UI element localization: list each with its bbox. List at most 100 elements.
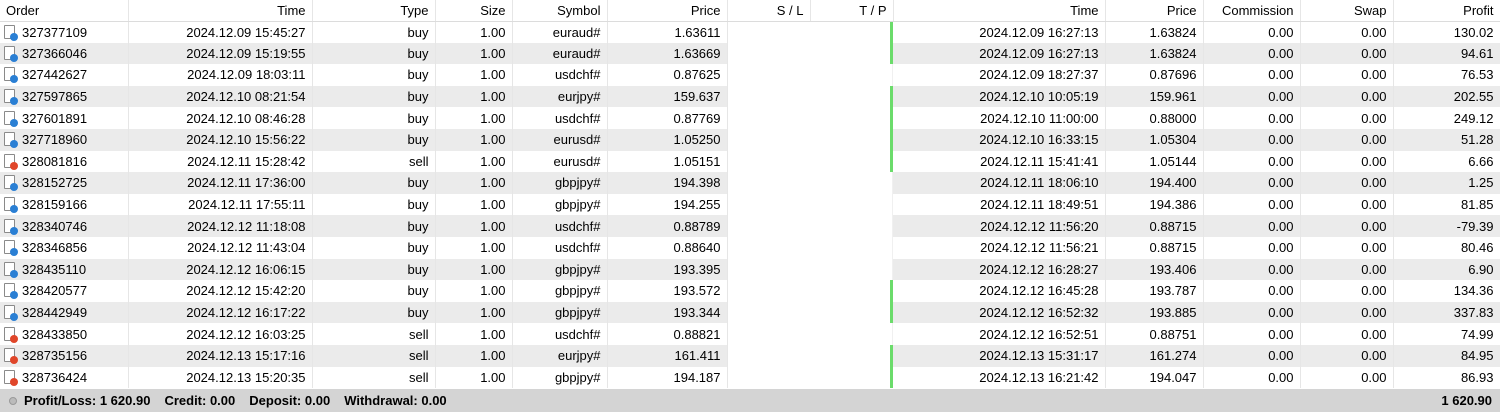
buy-order-icon (4, 305, 18, 322)
cell-profit: 51.28 (1393, 128, 1500, 151)
buy-order-icon (4, 132, 18, 149)
column-header-swap[interactable]: Swap (1300, 0, 1394, 22)
order-number: 328152725 (22, 175, 88, 191)
column-header-type[interactable]: Type (312, 0, 436, 22)
table-row[interactable]: 328340746 2024.12.12 11:18:08 buy 1.00 usdch… (0, 215, 1500, 237)
order-number: 327442627 (22, 67, 88, 83)
order-number: 328081816 (22, 153, 88, 169)
tp-marker (890, 128, 893, 151)
table-row[interactable]: 328435110 2024.12.12 16:06:15 buy 1.00 gbpjp… (0, 258, 1500, 281)
cell-order: 328433850 (0, 323, 129, 345)
cell-close-price: 161.274 (1105, 344, 1204, 367)
cell-commission: 0.00 (1203, 236, 1301, 259)
column-header-close-time[interactable]: Time (893, 0, 1106, 22)
table-row[interactable]: 328081816 2024.12.11 15:28:42 sell 1.00 euru… (0, 150, 1500, 173)
sell-order-icon (4, 153, 18, 170)
cell-symbol: gbpjpy# (512, 172, 608, 194)
buy-order-icon (4, 45, 18, 62)
profit-total: 1 620.90 (1441, 393, 1492, 408)
column-header-profit[interactable]: Profit (1393, 0, 1500, 22)
cell-close-time: 2024.12.10 16:33:15 (893, 128, 1106, 151)
cell-open-price: 194.187 (607, 366, 728, 389)
cell-symbol: euraud# (512, 21, 608, 43)
cell-swap: 0.00 (1300, 323, 1394, 345)
cell-type: buy (312, 258, 436, 281)
cell-order: 328420577 (0, 280, 129, 302)
cell-type: buy (312, 107, 436, 129)
tp-marker (890, 42, 893, 65)
table-row[interactable]: 327442627 2024.12.09 18:03:11 buy 1.00 usdch… (0, 64, 1500, 86)
cell-swap: 0.00 (1300, 150, 1394, 173)
column-header-sl[interactable]: S / L (727, 0, 811, 22)
column-header-order[interactable]: Order (0, 0, 129, 22)
cell-sl (727, 258, 810, 281)
column-header-symbol[interactable]: Symbol (512, 0, 608, 22)
cell-type: buy (312, 172, 436, 194)
column-header-open-price[interactable]: Price (607, 0, 728, 22)
cell-profit: -79.39 (1393, 215, 1500, 237)
column-header-tp[interactable]: T / P (810, 0, 894, 22)
cell-order: 328152725 (0, 172, 129, 194)
credit-summary: Credit: 0.00 (164, 393, 236, 408)
buy-order-icon (4, 110, 18, 127)
order-number: 328433850 (22, 326, 88, 342)
cell-tp (810, 323, 893, 345)
table-row[interactable]: 328433850 2024.12.12 16:03:25 sell 1.00 usdc… (0, 323, 1500, 345)
column-header-size[interactable]: Size (435, 0, 513, 22)
cell-open-time: 2024.12.12 11:43:04 (128, 236, 313, 259)
order-number: 327718960 (22, 132, 88, 148)
cell-tp (810, 172, 893, 194)
cell-commission: 0.00 (1203, 21, 1301, 43)
cell-swap: 0.00 (1300, 215, 1394, 237)
cell-open-price: 0.88640 (607, 236, 728, 259)
table-row[interactable]: 328159166 2024.12.11 17:55:11 buy 1.00 gbpjp… (0, 193, 1500, 216)
cell-open-time: 2024.12.10 08:21:54 (128, 85, 313, 108)
cell-swap: 0.00 (1300, 42, 1394, 65)
table-row[interactable]: 327718960 2024.12.10 15:56:22 buy 1.00 eurus… (0, 128, 1500, 151)
table-row[interactable]: 328346856 2024.12.12 11:43:04 buy 1.00 usdch… (0, 236, 1500, 259)
cell-profit: 86.93 (1393, 366, 1500, 389)
order-number: 328159166 (22, 197, 88, 213)
cell-order: 327366046 (0, 42, 129, 65)
table-row[interactable]: 327366046 2024.12.09 15:19:55 buy 1.00 eurau… (0, 42, 1500, 65)
table-row[interactable]: 327601891 2024.12.10 08:46:28 buy 1.00 usdch… (0, 107, 1500, 129)
status-circle-icon (9, 396, 17, 405)
table-row[interactable]: 327377109 2024.12.09 15:45:27 buy 1.00 eurau… (0, 21, 1500, 43)
cell-open-time: 2024.12.13 15:17:16 (128, 344, 313, 367)
sell-order-icon (4, 326, 18, 343)
tp-marker (892, 323, 893, 345)
column-header-commission[interactable]: Commission (1203, 0, 1301, 22)
cell-symbol: usdchf# (512, 64, 608, 86)
cell-close-time: 2024.12.09 16:27:13 (893, 42, 1106, 65)
table-row[interactable]: 328442949 2024.12.12 16:17:22 buy 1.00 gbpjp… (0, 301, 1500, 324)
table-row[interactable]: 328735156 2024.12.13 15:17:16 sell 1.00 eurj… (0, 344, 1500, 367)
tp-marker (890, 280, 893, 302)
deposit-summary: Deposit: 0.00 (249, 393, 331, 408)
cell-close-price: 0.88715 (1105, 236, 1204, 259)
cell-profit: 134.36 (1393, 280, 1500, 302)
table-row[interactable]: 328152725 2024.12.11 17:36:00 buy 1.00 gbpjp… (0, 172, 1500, 194)
table-row[interactable]: 328420577 2024.12.12 15:42:20 buy 1.00 gbpjp… (0, 280, 1500, 302)
cell-close-time: 2024.12.11 18:06:10 (893, 172, 1106, 194)
tp-marker (892, 215, 893, 237)
table-row[interactable]: 327597865 2024.12.10 08:21:54 buy 1.00 eurjp… (0, 85, 1500, 108)
cell-size: 1.00 (435, 85, 513, 108)
order-number: 328435110 (22, 261, 87, 277)
cell-type: sell (312, 344, 436, 367)
table-row[interactable]: 328736424 2024.12.13 15:20:35 sell 1.00 gbpj… (0, 366, 1500, 389)
column-header-open-time[interactable]: Time (128, 0, 313, 22)
order-number: 327601891 (22, 110, 88, 126)
order-number: 328735156 (22, 348, 88, 364)
cell-profit: 80.46 (1393, 236, 1500, 259)
cell-type: buy (312, 193, 436, 216)
cell-size: 1.00 (435, 128, 513, 151)
cell-swap: 0.00 (1300, 280, 1394, 302)
cell-sl (727, 172, 810, 194)
column-header-close-price[interactable]: Price (1105, 0, 1204, 22)
cell-swap: 0.00 (1300, 21, 1394, 43)
cell-tp (810, 128, 893, 151)
cell-profit: 6.66 (1393, 150, 1500, 173)
cell-profit: 74.99 (1393, 323, 1500, 345)
